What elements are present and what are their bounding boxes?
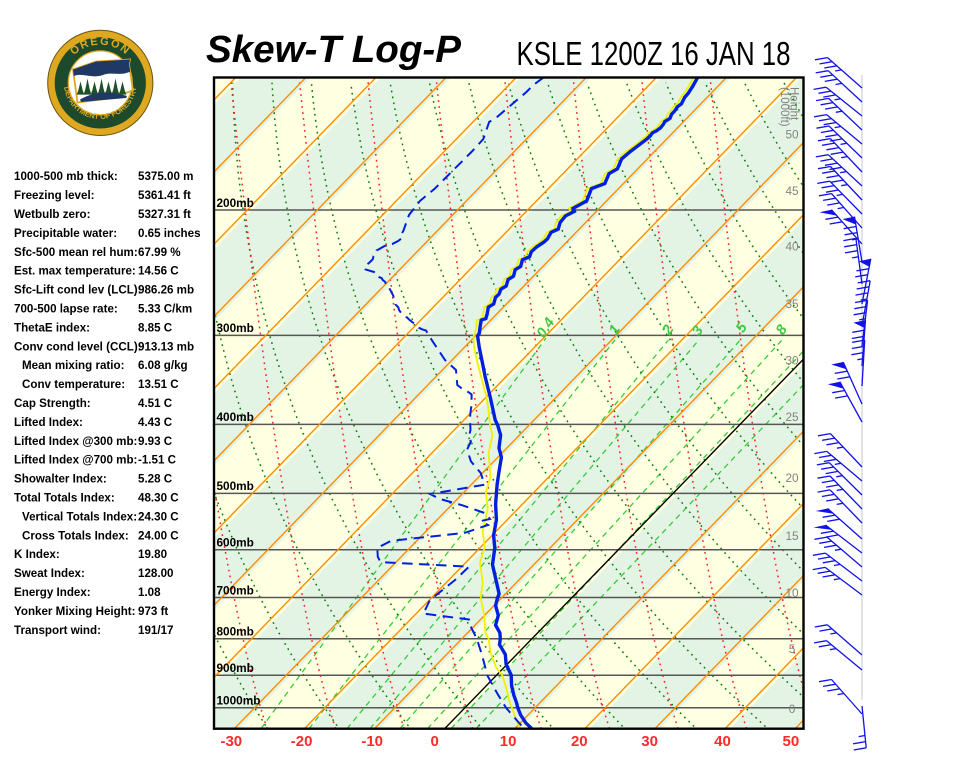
svg-text:20: 20 bbox=[571, 733, 588, 750]
svg-text:Conv cond level (CCL):: Conv cond level (CCL): bbox=[14, 340, 142, 353]
svg-text:400mb: 400mb bbox=[217, 410, 254, 424]
svg-text:700mb: 700mb bbox=[217, 583, 254, 597]
svg-text:8.85 C: 8.85 C bbox=[138, 321, 173, 334]
svg-text:-20: -20 bbox=[291, 733, 313, 750]
svg-text:5327.31 ft: 5327.31 ft bbox=[138, 208, 191, 221]
svg-text:Yonker Mixing Height:: Yonker Mixing Height: bbox=[14, 605, 136, 618]
svg-text:Energy Index:: Energy Index: bbox=[14, 586, 91, 599]
svg-text:986.26 mb: 986.26 mb bbox=[138, 284, 194, 297]
svg-text:25: 25 bbox=[785, 410, 799, 424]
svg-text:Cap Strength:: Cap Strength: bbox=[14, 397, 91, 410]
svg-text:30: 30 bbox=[785, 354, 799, 368]
svg-text:35: 35 bbox=[785, 297, 799, 311]
svg-text:700-500 lapse rate:: 700-500 lapse rate: bbox=[14, 303, 118, 316]
svg-text:Showalter Index:: Showalter Index: bbox=[14, 473, 107, 486]
svg-text:191/17: 191/17 bbox=[138, 624, 173, 637]
svg-text:24.00 C: 24.00 C bbox=[138, 529, 179, 542]
svg-text:Skew-T Log-P: Skew-T Log-P bbox=[206, 29, 462, 71]
svg-text:Lifted Index @700 mb:: Lifted Index @700 mb: bbox=[14, 454, 137, 467]
svg-text:-1.51 C: -1.51 C bbox=[138, 454, 177, 467]
svg-text:0: 0 bbox=[431, 733, 439, 750]
svg-text:0: 0 bbox=[789, 702, 796, 716]
svg-text:-10: -10 bbox=[361, 733, 383, 750]
svg-text:K Index:: K Index: bbox=[14, 548, 60, 561]
svg-text:Wetbulb zero:: Wetbulb zero: bbox=[14, 208, 90, 221]
svg-text:10: 10 bbox=[785, 586, 799, 600]
svg-text:5361.41 ft: 5361.41 ft bbox=[138, 189, 191, 202]
svg-text:4.51 C: 4.51 C bbox=[138, 397, 173, 410]
svg-text:40: 40 bbox=[714, 733, 731, 750]
svg-text:13.51 C: 13.51 C bbox=[138, 378, 179, 391]
svg-text:4.43 C: 4.43 C bbox=[138, 416, 173, 429]
svg-text:5.28 C: 5.28 C bbox=[138, 473, 173, 486]
svg-text:(1000ft): (1000ft) bbox=[778, 87, 790, 127]
svg-text:ThetaE index:: ThetaE index: bbox=[14, 321, 90, 334]
svg-text:20: 20 bbox=[785, 471, 799, 485]
svg-text:Sfc-Lift cond lev (LCL):: Sfc-Lift cond lev (LCL): bbox=[14, 284, 142, 297]
svg-text:10: 10 bbox=[500, 733, 517, 750]
svg-text:0.65 inches: 0.65 inches bbox=[138, 227, 201, 240]
svg-text:Mean mixing ratio:: Mean mixing ratio: bbox=[22, 359, 124, 372]
svg-text:50: 50 bbox=[783, 733, 800, 750]
svg-text:1000-500 mb thick:: 1000-500 mb thick: bbox=[14, 170, 118, 183]
svg-text:24.30 C: 24.30 C bbox=[138, 510, 179, 523]
svg-text:5.33 C/km: 5.33 C/km bbox=[138, 303, 192, 316]
svg-text:600mb: 600mb bbox=[217, 536, 254, 550]
svg-text:Transport wind:: Transport wind: bbox=[14, 624, 101, 637]
svg-text:14.56 C: 14.56 C bbox=[138, 265, 179, 278]
svg-text:500mb: 500mb bbox=[217, 479, 254, 493]
svg-text:1000mb: 1000mb bbox=[217, 694, 261, 708]
svg-text:300mb: 300mb bbox=[217, 321, 254, 335]
svg-text:Precipitable water:: Precipitable water: bbox=[14, 227, 117, 240]
svg-text:6.08 g/kg: 6.08 g/kg bbox=[138, 359, 188, 372]
svg-text:19.80: 19.80 bbox=[138, 548, 167, 561]
svg-text:45: 45 bbox=[785, 184, 799, 198]
svg-text:Sfc-500 mean rel hum:: Sfc-500 mean rel hum: bbox=[14, 246, 138, 259]
svg-text:67.99 %: 67.99 % bbox=[138, 246, 181, 259]
svg-text:Conv temperature:: Conv temperature: bbox=[22, 378, 125, 391]
svg-text:5375.00 m: 5375.00 m bbox=[138, 170, 193, 183]
svg-text:40: 40 bbox=[785, 240, 799, 254]
svg-text:Sweat Index:: Sweat Index: bbox=[14, 567, 85, 580]
svg-text:900mb: 900mb bbox=[217, 661, 254, 675]
svg-text:5: 5 bbox=[789, 642, 796, 656]
svg-text:50: 50 bbox=[785, 128, 799, 142]
svg-text:973 ft: 973 ft bbox=[138, 605, 168, 618]
svg-text:Vertical Totals Index:: Vertical Totals Index: bbox=[22, 510, 137, 523]
svg-text:Total Totals Index:: Total Totals Index: bbox=[14, 492, 115, 505]
svg-text:KSLE 1200Z 16 JAN 18: KSLE 1200Z 16 JAN 18 bbox=[517, 35, 791, 72]
svg-text:15: 15 bbox=[785, 529, 799, 543]
svg-text:-30: -30 bbox=[220, 733, 242, 750]
svg-text:Freezing level:: Freezing level: bbox=[14, 189, 95, 202]
svg-text:1.08: 1.08 bbox=[138, 586, 161, 599]
svg-text:Est. max temperature:: Est. max temperature: bbox=[14, 265, 136, 278]
svg-text:Lifted Index @300 mb:: Lifted Index @300 mb: bbox=[14, 435, 137, 448]
svg-text:9.93 C: 9.93 C bbox=[138, 435, 173, 448]
svg-text:30: 30 bbox=[641, 733, 658, 750]
svg-text:Lifted Index:: Lifted Index: bbox=[14, 416, 83, 429]
svg-text:913.13 mb: 913.13 mb bbox=[138, 340, 194, 353]
svg-text:48.30 C: 48.30 C bbox=[138, 492, 179, 505]
svg-text:800mb: 800mb bbox=[217, 625, 254, 639]
svg-text:Cross Totals Index:: Cross Totals Index: bbox=[22, 529, 129, 542]
svg-text:200mb: 200mb bbox=[217, 196, 254, 210]
svg-text:128.00: 128.00 bbox=[138, 567, 173, 580]
